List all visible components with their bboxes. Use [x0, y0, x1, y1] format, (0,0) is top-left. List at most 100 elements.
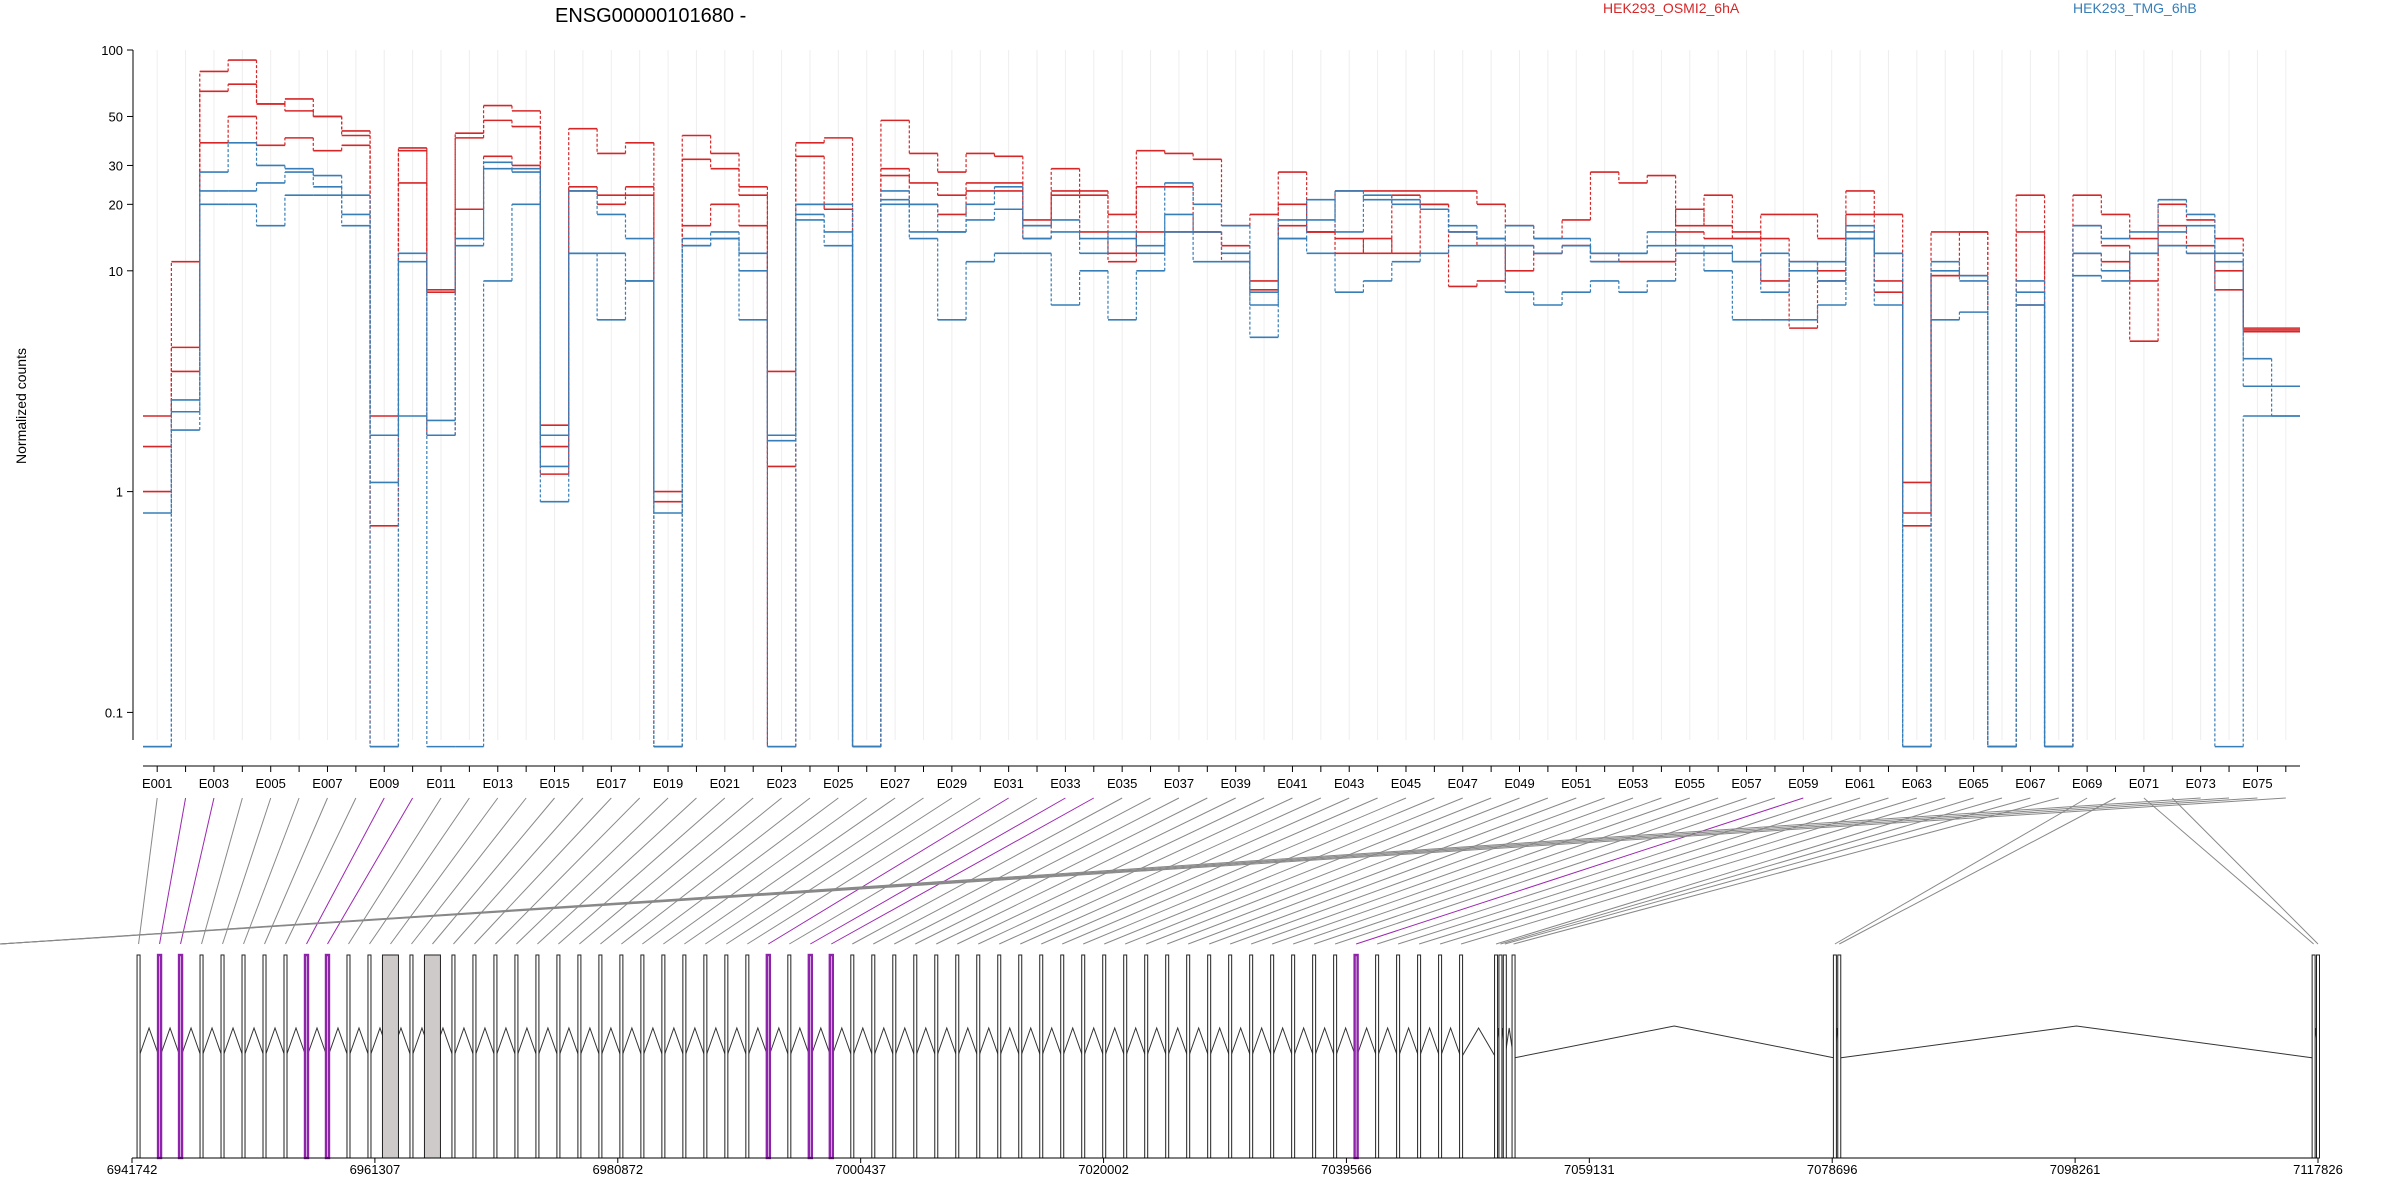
connector-line — [936, 797, 1236, 945]
exon-box — [955, 954, 960, 1159]
exon-box — [1123, 954, 1128, 1159]
exon-box — [1498, 954, 1503, 1159]
connector-line — [2143, 797, 2314, 945]
y-axis: 0.1 1 10 20 30 50 100 — [101, 43, 134, 740]
x-tick-label: E011 — [426, 776, 455, 791]
exon-box — [1832, 954, 1837, 1159]
exon-box — [1186, 954, 1191, 1159]
connector-line — [642, 797, 839, 945]
intron — [222, 1026, 244, 1059]
x-tick-label: E005 — [256, 776, 286, 791]
x-tick-label: E053 — [1618, 776, 1648, 791]
intron — [767, 1026, 790, 1059]
intron — [306, 1026, 328, 1059]
exon-box — [765, 953, 772, 1160]
connector-line — [852, 797, 1123, 945]
connector-line — [285, 797, 357, 945]
intron — [1418, 1026, 1441, 1059]
connector-line — [432, 797, 555, 945]
genome-tick-label: 7039566 — [1321, 1162, 1372, 1177]
intron — [1376, 1026, 1399, 1059]
x-tick-label: E071 — [2129, 776, 2159, 791]
legend-entry-tmg: HEK293_TMG_6hB — [2073, 0, 2197, 16]
exon-box — [156, 953, 163, 1160]
connector-line — [348, 797, 442, 945]
connector-line — [180, 797, 215, 945]
x-tick-label: E037 — [1164, 776, 1194, 791]
intron — [515, 1026, 538, 1059]
intron — [1839, 1025, 2314, 1059]
y-tick-label: 1 — [116, 485, 123, 500]
x-axis: E001 E003 E005 E007 E009 E011 E013 E015 E017 E019… — [142, 765, 2300, 791]
intron — [746, 1026, 769, 1059]
x-tick-label: E003 — [199, 776, 229, 791]
exon-box — [136, 954, 141, 1159]
intron — [620, 1026, 643, 1059]
x-tick-label: E061 — [1845, 776, 1875, 791]
chart-title: ENSG00000101680 - — [555, 5, 746, 27]
exon-box — [2316, 954, 2320, 1159]
connector-line — [1500, 797, 2003, 945]
connector-line — [306, 797, 385, 945]
intron — [1460, 1027, 1497, 1059]
x-tick-label: E055 — [1675, 776, 1705, 791]
intron — [599, 1026, 622, 1059]
genome-tick-label: 7117826 — [2293, 1162, 2343, 1177]
intron — [1355, 1026, 1378, 1059]
connector-line — [747, 797, 981, 945]
exon-box — [1502, 954, 1507, 1159]
connector-line — [621, 797, 811, 945]
intron — [788, 1026, 811, 1059]
x-tick-label: E047 — [1448, 776, 1478, 791]
connector-line — [894, 797, 1180, 945]
exon-box — [703, 954, 708, 1159]
intron — [1103, 1026, 1126, 1059]
connector-line — [810, 797, 1066, 945]
exon-box — [514, 954, 519, 1159]
connector-line — [1839, 797, 2116, 945]
intron — [327, 1026, 349, 1059]
exon-box — [535, 954, 540, 1159]
x-tick-label: E017 — [596, 776, 626, 791]
exon-box — [381, 954, 399, 1159]
intron — [704, 1026, 727, 1059]
x-tick-label: E041 — [1277, 776, 1307, 791]
intron — [935, 1026, 958, 1059]
intron — [473, 1026, 496, 1059]
connector-line — [390, 797, 499, 945]
exon-box — [934, 954, 939, 1159]
exon-box — [367, 954, 372, 1159]
connector-line — [789, 797, 1038, 945]
genome-tick-label: 7000437 — [835, 1162, 886, 1177]
exon-box — [682, 954, 687, 1159]
exon-box — [1417, 954, 1422, 1159]
intron — [662, 1026, 685, 1059]
exon-box — [451, 954, 456, 1159]
y-tick-label: 0.1 — [105, 705, 123, 720]
connector-line — [1229, 797, 1634, 945]
connector-line — [516, 797, 669, 945]
intron — [1271, 1026, 1294, 1059]
exon-box — [913, 954, 918, 1159]
series-0 — [143, 59, 2300, 748]
connector-line — [1504, 797, 2031, 945]
series-lines — [143, 59, 2300, 748]
x-tick-label: E033 — [1050, 776, 1080, 791]
intron — [1229, 1026, 1252, 1059]
x-tick-label: E035 — [1107, 776, 1137, 791]
intron — [348, 1026, 370, 1059]
genome-tick-label: 7078696 — [1807, 1162, 1858, 1177]
exon-box — [1837, 954, 1842, 1159]
intron — [494, 1026, 517, 1059]
x-tick-label: E059 — [1788, 776, 1818, 791]
connector-line — [705, 797, 924, 945]
connector-line — [264, 797, 328, 945]
intron — [138, 1026, 161, 1059]
intron — [872, 1026, 895, 1059]
connector-line — [1041, 797, 1378, 945]
exon-box — [1375, 954, 1380, 1159]
x-tick-label: E025 — [823, 776, 853, 791]
x-tick-label: E021 — [710, 776, 740, 791]
genome-tick-label: 6941742 — [107, 1162, 158, 1177]
exon-box — [619, 954, 624, 1159]
